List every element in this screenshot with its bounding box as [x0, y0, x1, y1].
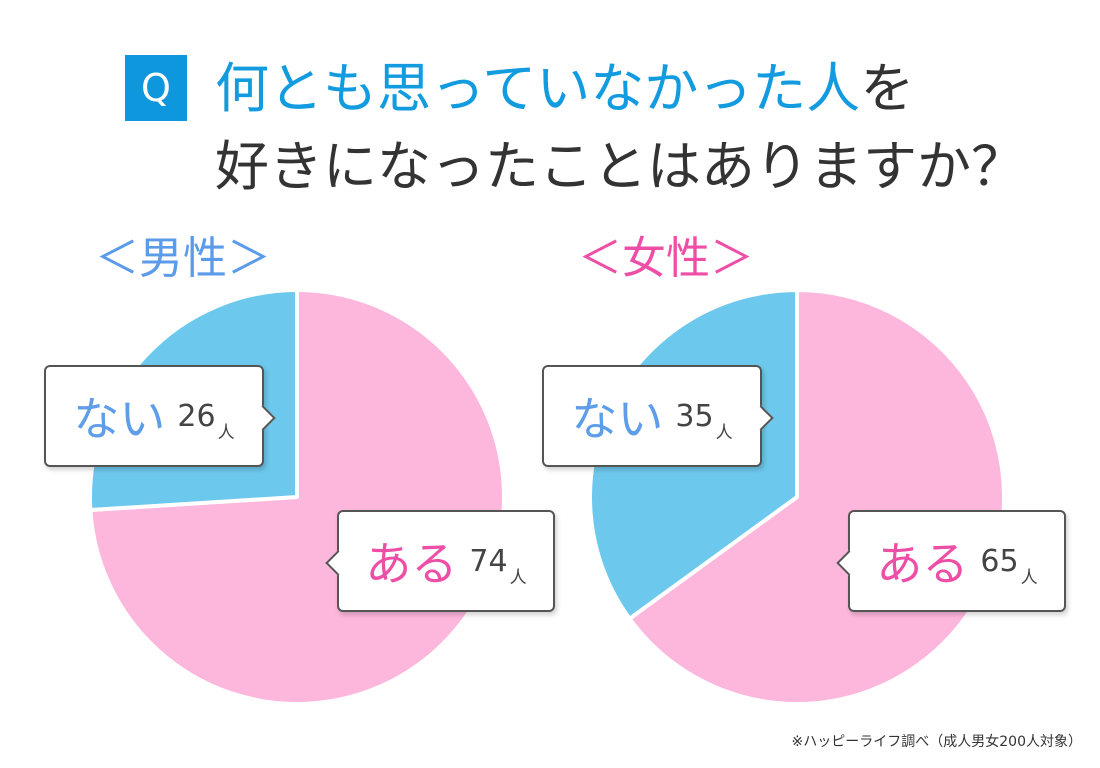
- question-title-line1: 何とも思っていなかった人を: [215, 58, 914, 120]
- female-nai-unit: 人: [715, 423, 733, 443]
- female-nai-value: 35: [675, 398, 714, 434]
- male-chart-title: ＜男性＞: [95, 233, 271, 284]
- female-aru-unit: 人: [1020, 568, 1038, 588]
- source-footnote: ※ハッピーライフ調べ（成人男女200人対象）: [791, 734, 1082, 750]
- female-nai-label: ない: [571, 392, 664, 446]
- female-pie-chart: [588, 288, 1006, 706]
- female-aru-value: 65: [980, 543, 1019, 579]
- question-badge: Q: [125, 55, 187, 121]
- male-nai-unit: 人: [217, 423, 235, 443]
- female-chart-title: ＜女性＞: [578, 233, 754, 284]
- question-title-line2: 好きになったことはありますか？: [215, 135, 1025, 198]
- female-aru-label: ある: [876, 537, 969, 591]
- male-aru-value: 74: [469, 543, 508, 579]
- question-title-highlight: 何とも思っていなかった人: [215, 57, 861, 120]
- male-aru-label: ある: [365, 537, 458, 591]
- male-aru-unit: 人: [509, 568, 527, 588]
- male-nai-value: 26: [177, 398, 216, 434]
- female-nai-callout: ない 35 人: [542, 365, 774, 467]
- male-aru-callout: ある 74 人: [325, 510, 555, 612]
- question-title-rest: を: [860, 57, 915, 120]
- male-pie-chart: [88, 288, 506, 706]
- male-nai-label: ない: [73, 392, 166, 446]
- female-aru-callout: ある 65 人: [836, 510, 1066, 612]
- male-nai-callout: ない 26 人: [44, 365, 276, 467]
